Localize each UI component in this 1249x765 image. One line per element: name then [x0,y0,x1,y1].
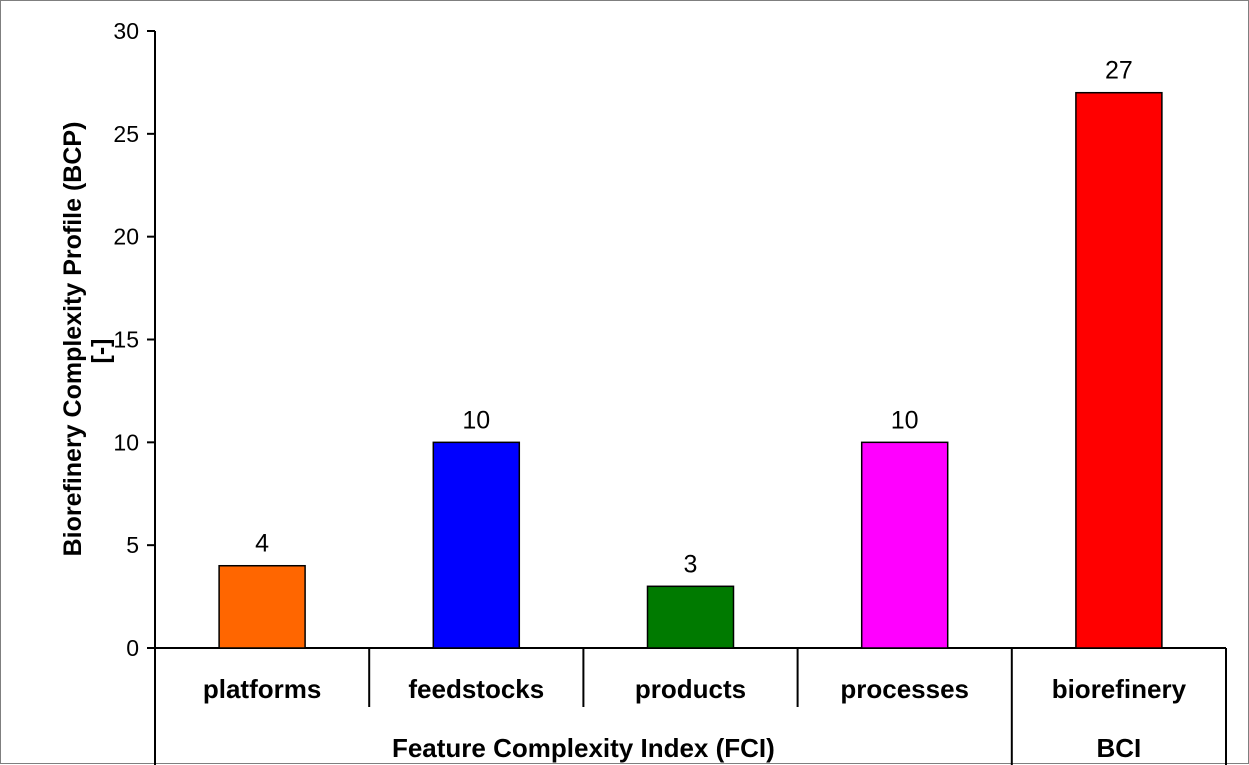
category-label-biorefinery: biorefinery [1052,674,1187,704]
y-tick-label: 25 [113,121,139,147]
data-label-feedstocks: 10 [462,406,490,434]
y-axis-title-line2: [-] [87,339,115,364]
data-label-biorefinery: 27 [1105,57,1133,85]
y-axis-title: Biorefinery Complexity Profile (BCP) [-] [59,122,115,557]
category-label-platforms: platforms [203,674,321,704]
bar-feedstocks [432,441,521,649]
y-tick-label: 15 [113,327,139,353]
bar-processes [860,441,949,649]
bar-platforms [218,564,306,649]
bar-biorefinery [1075,91,1163,649]
group-label-1: BCI [1097,733,1142,763]
y-tick-label: 0 [126,635,139,661]
y-tick-label: 5 [126,532,139,558]
data-label-processes: 10 [891,406,919,434]
bar-products [646,585,735,649]
category-label-feedstocks: feedstocks [408,674,544,704]
data-label-products: 3 [684,550,698,578]
category-label-products: products [635,674,746,704]
y-tick-label: 30 [113,18,139,44]
y-tick-label: 20 [113,224,139,250]
data-label-platforms: 4 [255,530,269,558]
y-tick-label: 10 [113,429,139,455]
y-axis-title-line1: Biorefinery Complexity Profile (BCP) [59,122,87,557]
category-label-processes: processes [840,674,969,704]
chart-marks: 0 5 10 15 20 25 30 4 platforms 10 feedstocks 3 produ… [113,18,1227,765]
group-label-0: Feature Complexity Index (FCI) [392,733,775,763]
